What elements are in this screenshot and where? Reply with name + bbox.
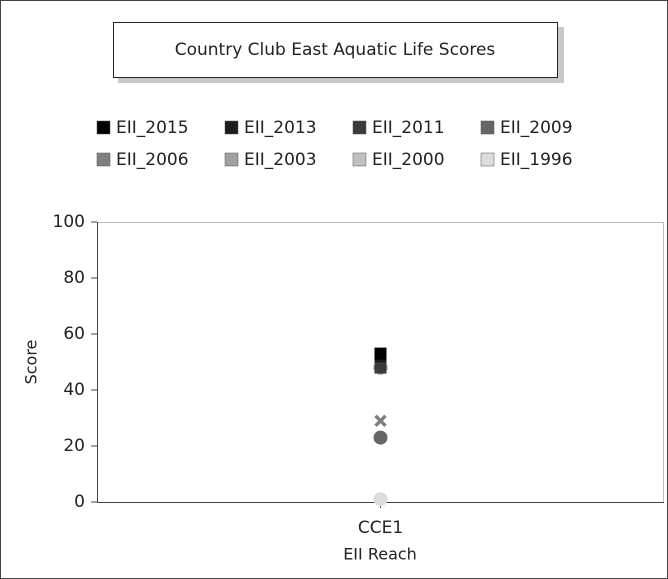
x-axis-label: EII Reach bbox=[343, 545, 417, 564]
point bbox=[373, 492, 388, 507]
y-tick-label: 80 bbox=[63, 268, 85, 288]
point bbox=[374, 361, 387, 374]
y-tick-label: 100 bbox=[53, 212, 85, 232]
legend-label: EII_2000 bbox=[372, 150, 445, 170]
legend-label: EII_1996 bbox=[500, 150, 573, 170]
legend-label: EII_2006 bbox=[116, 150, 189, 170]
legend-swatch bbox=[224, 152, 239, 167]
y-tick-label: 60 bbox=[63, 324, 85, 344]
chart-title: Country Club East Aquatic Life Scores bbox=[175, 40, 496, 60]
legend-swatch bbox=[352, 152, 367, 167]
legend-swatch bbox=[224, 120, 239, 135]
y-tick-label: 40 bbox=[63, 380, 85, 400]
legend-label: EII_2009 bbox=[500, 118, 573, 138]
legend-label: EII_2013 bbox=[244, 118, 317, 138]
legend-swatch bbox=[96, 152, 111, 167]
y-axis-label: Score bbox=[22, 340, 41, 385]
x-tick-label: CCE1 bbox=[358, 518, 403, 538]
point bbox=[373, 430, 388, 445]
y-tick-label: 0 bbox=[74, 492, 85, 512]
point bbox=[374, 347, 387, 360]
point bbox=[374, 414, 387, 428]
legend-label: EII_2003 bbox=[244, 150, 317, 170]
legend-swatch bbox=[480, 152, 495, 167]
legend-label: EII_2011 bbox=[372, 118, 445, 138]
legend-swatch bbox=[352, 120, 367, 135]
legend-swatch bbox=[480, 120, 495, 135]
legend-label: EII_2015 bbox=[116, 118, 189, 138]
y-tick-label: 20 bbox=[63, 436, 85, 456]
title-box bbox=[113, 22, 558, 78]
legend-swatch bbox=[96, 120, 111, 135]
